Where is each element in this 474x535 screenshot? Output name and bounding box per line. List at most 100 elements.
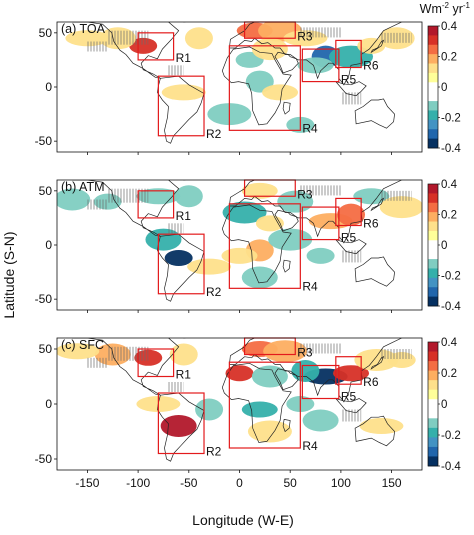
data-patch — [251, 38, 288, 61]
colorbar-segment — [428, 91, 438, 102]
panel-label: (c) SFC — [61, 338, 104, 352]
data-patch — [255, 215, 284, 232]
region-box-r5 — [301, 48, 340, 83]
colorbar-segment — [428, 212, 438, 222]
colorbar-tick-label: -0.2 — [441, 113, 461, 125]
coastline-south-america — [157, 233, 205, 302]
region-label-r4: R4 — [302, 121, 318, 135]
colorbar-segment — [428, 361, 438, 372]
colorbar-segment — [428, 101, 438, 111]
colorbar-unit-label: Wm-2 yr-1 — [420, 1, 471, 16]
colorbar-segment — [428, 446, 438, 457]
data-patch — [241, 266, 278, 289]
x-tick-label: 50 — [284, 476, 298, 490]
region-box-r2 — [157, 392, 205, 455]
colorbar-segment — [428, 26, 438, 36]
colorbar-segment — [428, 249, 438, 260]
data-patch — [302, 409, 339, 432]
map-area — [57, 338, 422, 470]
colorbar-segment — [428, 240, 438, 251]
coastline-north-america — [71, 180, 180, 237]
significance-hatch — [168, 223, 184, 234]
significance-hatch — [168, 382, 184, 392]
data-patch — [357, 37, 386, 54]
region-label-r6: R6 — [363, 375, 379, 389]
coastline-japan — [370, 197, 385, 212]
coastline-greenland — [183, 180, 187, 181]
region-box-r6 — [335, 197, 362, 227]
panel-2: R1 R2 R3 R4 R5 R6 (b) ATM 50 0 -50 0.4 0.2 0 -0.2 -0.4 — [35, 179, 461, 313]
region-label-r1: R1 — [176, 368, 192, 382]
coastline-north-america — [71, 338, 180, 396]
x-tick-label: 100 — [331, 476, 351, 490]
data-patch — [297, 57, 334, 74]
colorbar-segment — [428, 35, 438, 46]
region-label-r1: R1 — [176, 51, 192, 65]
coastline-south-america — [157, 75, 205, 144]
x-tick-label: -100 — [126, 476, 150, 490]
region-label-r2: R2 — [206, 445, 222, 459]
data-patch — [353, 188, 390, 205]
coastline-africa — [221, 204, 292, 284]
colorbar-segment — [428, 437, 438, 448]
unit-base: Wm — [420, 2, 442, 16]
coastline-japan — [370, 355, 385, 370]
y-tick-label: -50 — [35, 452, 53, 466]
colorbar-segment — [428, 418, 438, 429]
coastline-japan — [370, 39, 385, 54]
colorbar-tick-label: 0 — [441, 240, 447, 252]
region-box-r4 — [228, 45, 301, 131]
region-label-r3: R3 — [297, 29, 313, 43]
y-axis-label: Latitude (S-N) — [1, 231, 17, 318]
coastline-greenland — [183, 338, 187, 339]
data-patch — [359, 418, 404, 434]
region-box-r5 — [301, 206, 340, 241]
data-patch — [225, 365, 254, 382]
panel-label: (b) ATM — [61, 180, 105, 194]
data-patch — [161, 84, 206, 101]
region-label-r6: R6 — [363, 217, 379, 231]
data-patch — [57, 343, 100, 360]
panel-1: R1 R2 R3 R4 R5 R6 (a) TOA 50 0 -50 0.4 0.2 0 -0.2 -0.4 — [35, 21, 461, 155]
x-tick-label: 0 — [236, 476, 243, 490]
colorbar-segment — [428, 427, 438, 438]
colorbar-segment — [428, 110, 438, 121]
panel-3: R1 R2 R3 R4 R5 R6 (c) SFC 50 0 -50 -150 -100 -50 0 50 1… — [35, 337, 462, 490]
coastline-australia — [354, 98, 395, 129]
panel-label: (a) TOA — [61, 22, 106, 36]
data-patch — [333, 365, 370, 382]
region-label-r5: R5 — [341, 73, 357, 87]
panels: R1 R2 R3 R4 R5 R6 (a) TOA 50 0 -50 0.4 0.2 0 -0.2 -0.4… — [35, 1, 471, 490]
region-box-r6 — [335, 39, 362, 69]
coastline-indonesia — [334, 80, 367, 97]
region-label-r2: R2 — [206, 127, 222, 141]
colorbar-tick-label: 0.4 — [441, 21, 458, 33]
colorbar-segment — [428, 456, 438, 467]
x-tick-label: -150 — [75, 476, 99, 490]
colorbar-segment — [428, 399, 438, 410]
data-patch — [247, 420, 292, 443]
colorbar-tick-label: 0.2 — [441, 368, 457, 380]
region-box-r6 — [335, 356, 362, 385]
significance-hatch — [87, 199, 108, 210]
significance-hatch — [381, 32, 412, 43]
region-box-r2 — [157, 233, 205, 295]
region-label-r6: R6 — [363, 59, 379, 73]
y-tick-label: 0 — [45, 238, 52, 252]
data-patch — [337, 203, 366, 226]
y-tick-label: 0 — [45, 397, 52, 411]
x-axis-label: Longitude (W-E) — [192, 512, 294, 528]
region-box-r5 — [301, 364, 340, 400]
colorbar-segment — [428, 351, 438, 362]
data-patch — [268, 228, 313, 251]
colorbar-segment — [428, 287, 438, 298]
unit-mid: yr — [449, 2, 463, 16]
colorbar-tick-label: 0.2 — [441, 52, 457, 64]
colorbar-segment — [428, 408, 438, 419]
data-patch — [251, 365, 288, 388]
significance-hatch — [381, 190, 412, 201]
y-tick-label: 50 — [39, 26, 53, 40]
map-area — [57, 180, 422, 310]
colorbar-segment — [428, 44, 438, 55]
